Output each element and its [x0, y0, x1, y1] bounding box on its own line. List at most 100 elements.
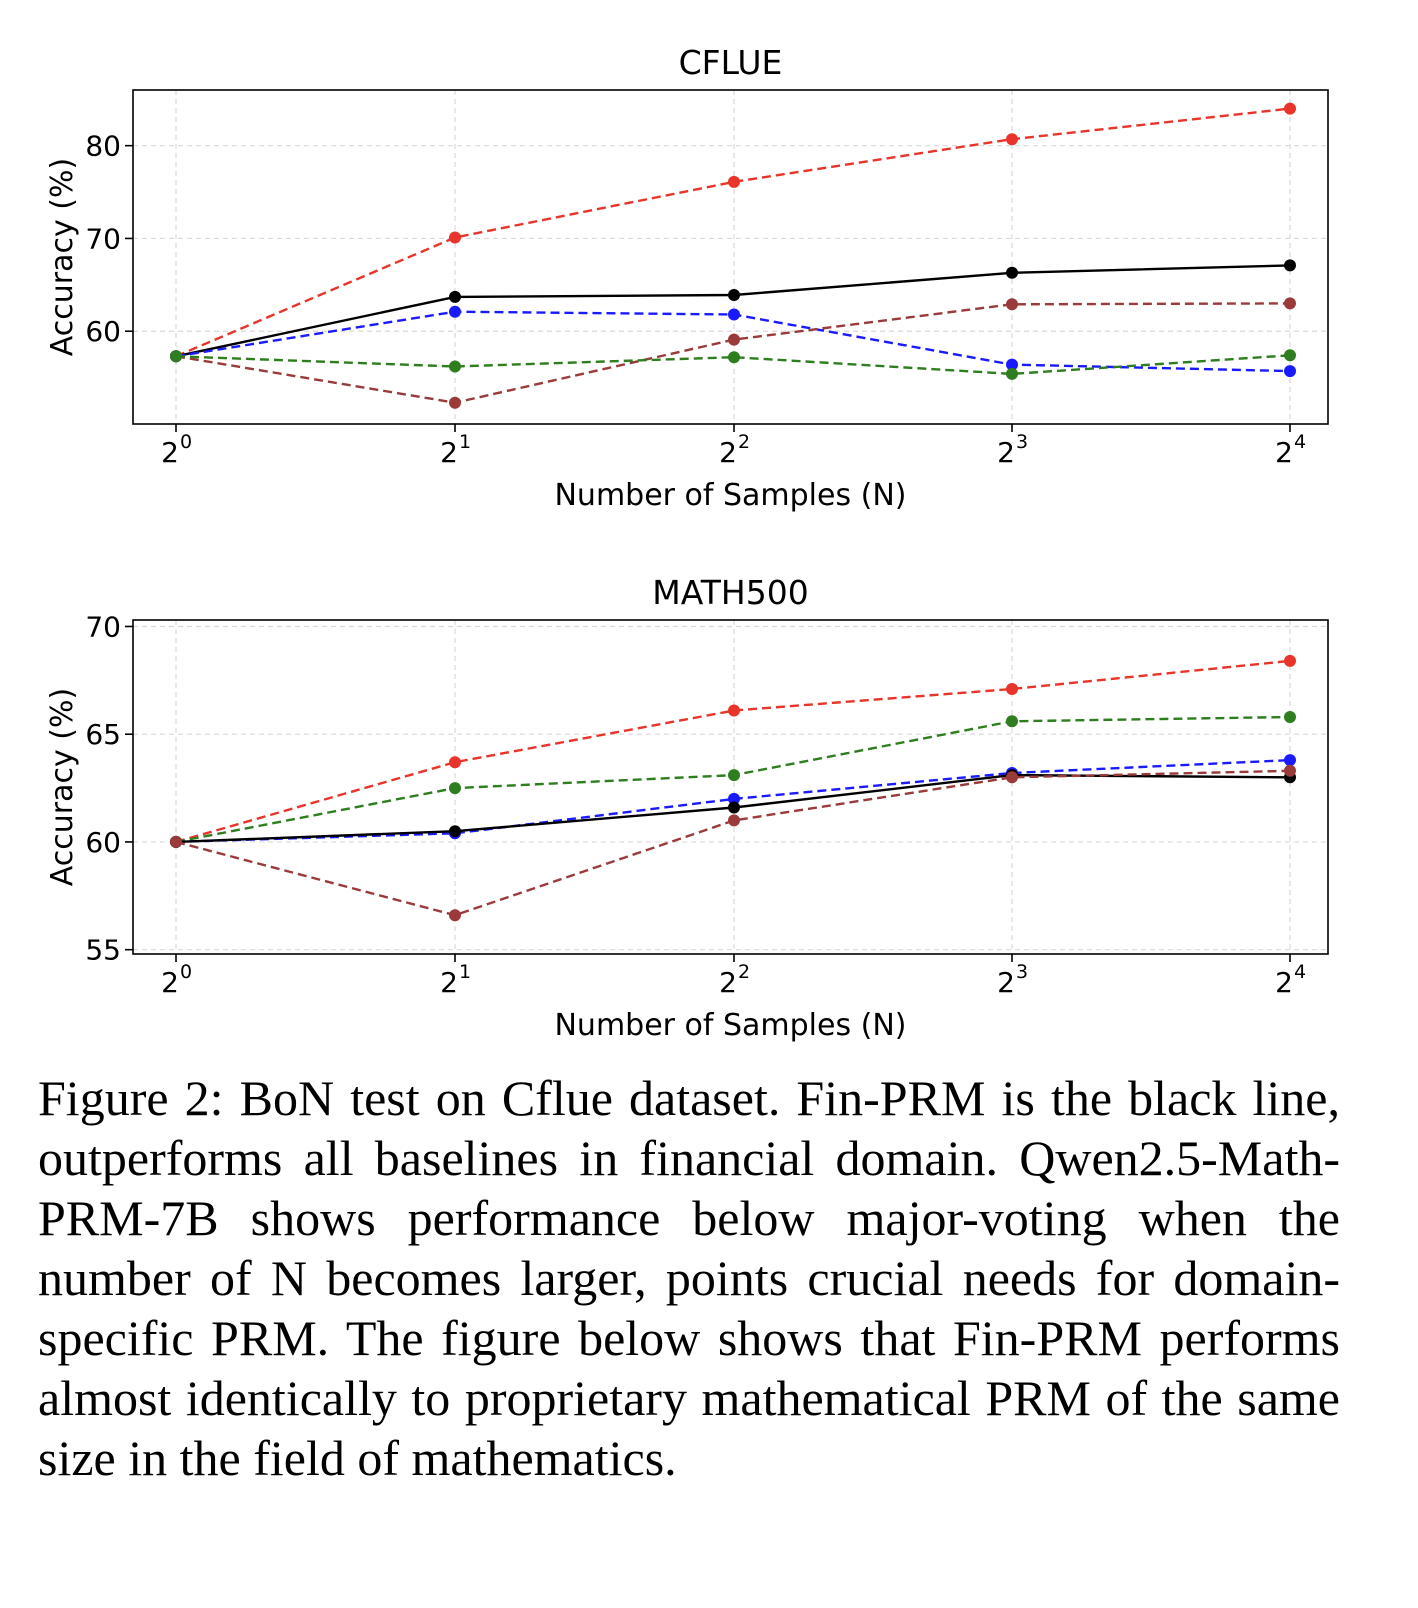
math500-ytick-label: 60: [85, 826, 121, 859]
cflue-xtick-base: 2: [440, 436, 458, 469]
cflue-grid: [133, 90, 1328, 424]
math500-data-point: [728, 814, 740, 827]
math500-series-line: [175, 769, 1291, 917]
math500-xtick-exp: 4: [1294, 961, 1306, 983]
math500-series-2: [170, 754, 1296, 848]
cflue-ytick-label: 70: [85, 222, 121, 255]
cflue-xtick-exp: 2: [738, 431, 750, 453]
cflue-data-point: [449, 231, 461, 244]
math500-xtick-base: 2: [161, 966, 179, 999]
cflue-xtick-base: 2: [161, 436, 179, 469]
cflue-data-point: [1006, 358, 1018, 371]
math500-data-point: [1284, 754, 1296, 767]
cflue-data-point: [728, 351, 740, 364]
cflue-xtick-base: 2: [997, 436, 1015, 469]
math500-xtick-exp: 3: [1016, 961, 1028, 983]
math500-xtick-exp: 1: [459, 961, 471, 983]
cflue-series-4: [170, 349, 1296, 380]
math500-data-point: [1006, 715, 1018, 728]
math500-data-point: [1284, 764, 1296, 777]
math500-data-point: [449, 909, 461, 922]
cflue-series-line: [175, 107, 1291, 358]
chart-math500: MATH500 55 60 65 70 2 0 2 1 2 2 2 3 2 4 Number of Sampl…: [0, 530, 1418, 1060]
math500-xlabel: Number of Samples (N): [554, 1008, 906, 1043]
math500-data-point: [449, 756, 461, 769]
math500-data-point: [449, 782, 461, 795]
math500-ytick-label: 55: [85, 934, 121, 967]
cflue-data-point: [1284, 102, 1296, 115]
math500-xtick-base: 2: [1275, 966, 1293, 999]
cflue-data-point: [449, 396, 461, 409]
math500-data-point: [1006, 771, 1018, 784]
cflue-data-point: [1006, 266, 1018, 279]
cflue-ylabel: Accuracy (%): [45, 158, 80, 356]
math500-xtick-base: 2: [440, 966, 458, 999]
cflue-xtick-base: 2: [1275, 436, 1293, 469]
cflue-data-point: [1284, 259, 1296, 272]
cflue-ytick-label: 80: [85, 130, 121, 163]
math500-series-4: [170, 764, 1296, 922]
math500-data-point: [1284, 654, 1296, 667]
cflue-data-point: [1006, 133, 1018, 146]
math500-data-point: [1284, 711, 1296, 723]
cflue-data-point: [1006, 367, 1018, 380]
math500-xtick-exp: 0: [180, 961, 192, 983]
cflue-data-point: [1284, 349, 1296, 362]
cflue-xtick-exp: 4: [1294, 431, 1306, 453]
cflue-ytick-label: 60: [85, 315, 121, 348]
cflue-data-point: [728, 308, 740, 321]
cflue-data-point: [728, 333, 740, 346]
math500-title: MATH500: [652, 573, 808, 612]
math500-data-point: [1006, 683, 1018, 695]
cflue-data-point: [728, 289, 740, 301]
cflue-plot-frame: [132, 89, 1329, 425]
cflue-series-0: [170, 102, 1296, 363]
cflue-xtick-exp: 0: [180, 431, 192, 453]
math500-ytick-label: 70: [85, 610, 121, 643]
cflue-xlabel: Number of Samples (N): [554, 478, 906, 513]
math500-data-point: [728, 792, 740, 805]
math500-plot-frame: [132, 619, 1329, 955]
cflue-data-point: [1284, 297, 1296, 310]
figure-caption: Figure 2: BoN test on Cflue dataset. Fin…: [38, 1070, 1340, 1486]
cflue-data-point: [449, 290, 461, 303]
cflue-series-3: [170, 297, 1296, 409]
cflue-data-point: [449, 360, 461, 373]
math500-xtick-base: 2: [719, 966, 737, 999]
math500-xtick-exp: 2: [738, 961, 750, 983]
cflue-data-point: [1284, 365, 1296, 378]
cflue-data-point: [1006, 298, 1018, 311]
math500-data-point: [728, 704, 740, 717]
chart-cflue: CFLUE 60 70 80 2 0 2 1 2 2 2 3 2 4 Number of Samples (…: [0, 0, 1418, 530]
math500-data-point: [449, 825, 461, 838]
cflue-title: CFLUE: [679, 43, 783, 82]
cflue-xtick-base: 2: [719, 436, 737, 469]
math500-grid: [133, 620, 1328, 954]
math500-ytick-label: 65: [85, 718, 121, 751]
cflue-series-line: [175, 354, 1291, 376]
math500-series-line: [175, 659, 1291, 844]
math500-xtick-base: 2: [997, 966, 1015, 999]
cflue-data-point: [449, 305, 461, 318]
math500-data-point: [170, 835, 182, 848]
math500-series-1: [170, 711, 1296, 848]
math500-data-point: [728, 769, 740, 782]
math500-data-point: [728, 801, 740, 814]
cflue-data-point: [728, 175, 740, 188]
math500-ylabel: Accuracy (%): [45, 688, 80, 886]
cflue-xtick-exp: 3: [1016, 431, 1028, 453]
cflue-xtick-exp: 1: [459, 431, 471, 453]
cflue-data-point: [170, 350, 182, 363]
